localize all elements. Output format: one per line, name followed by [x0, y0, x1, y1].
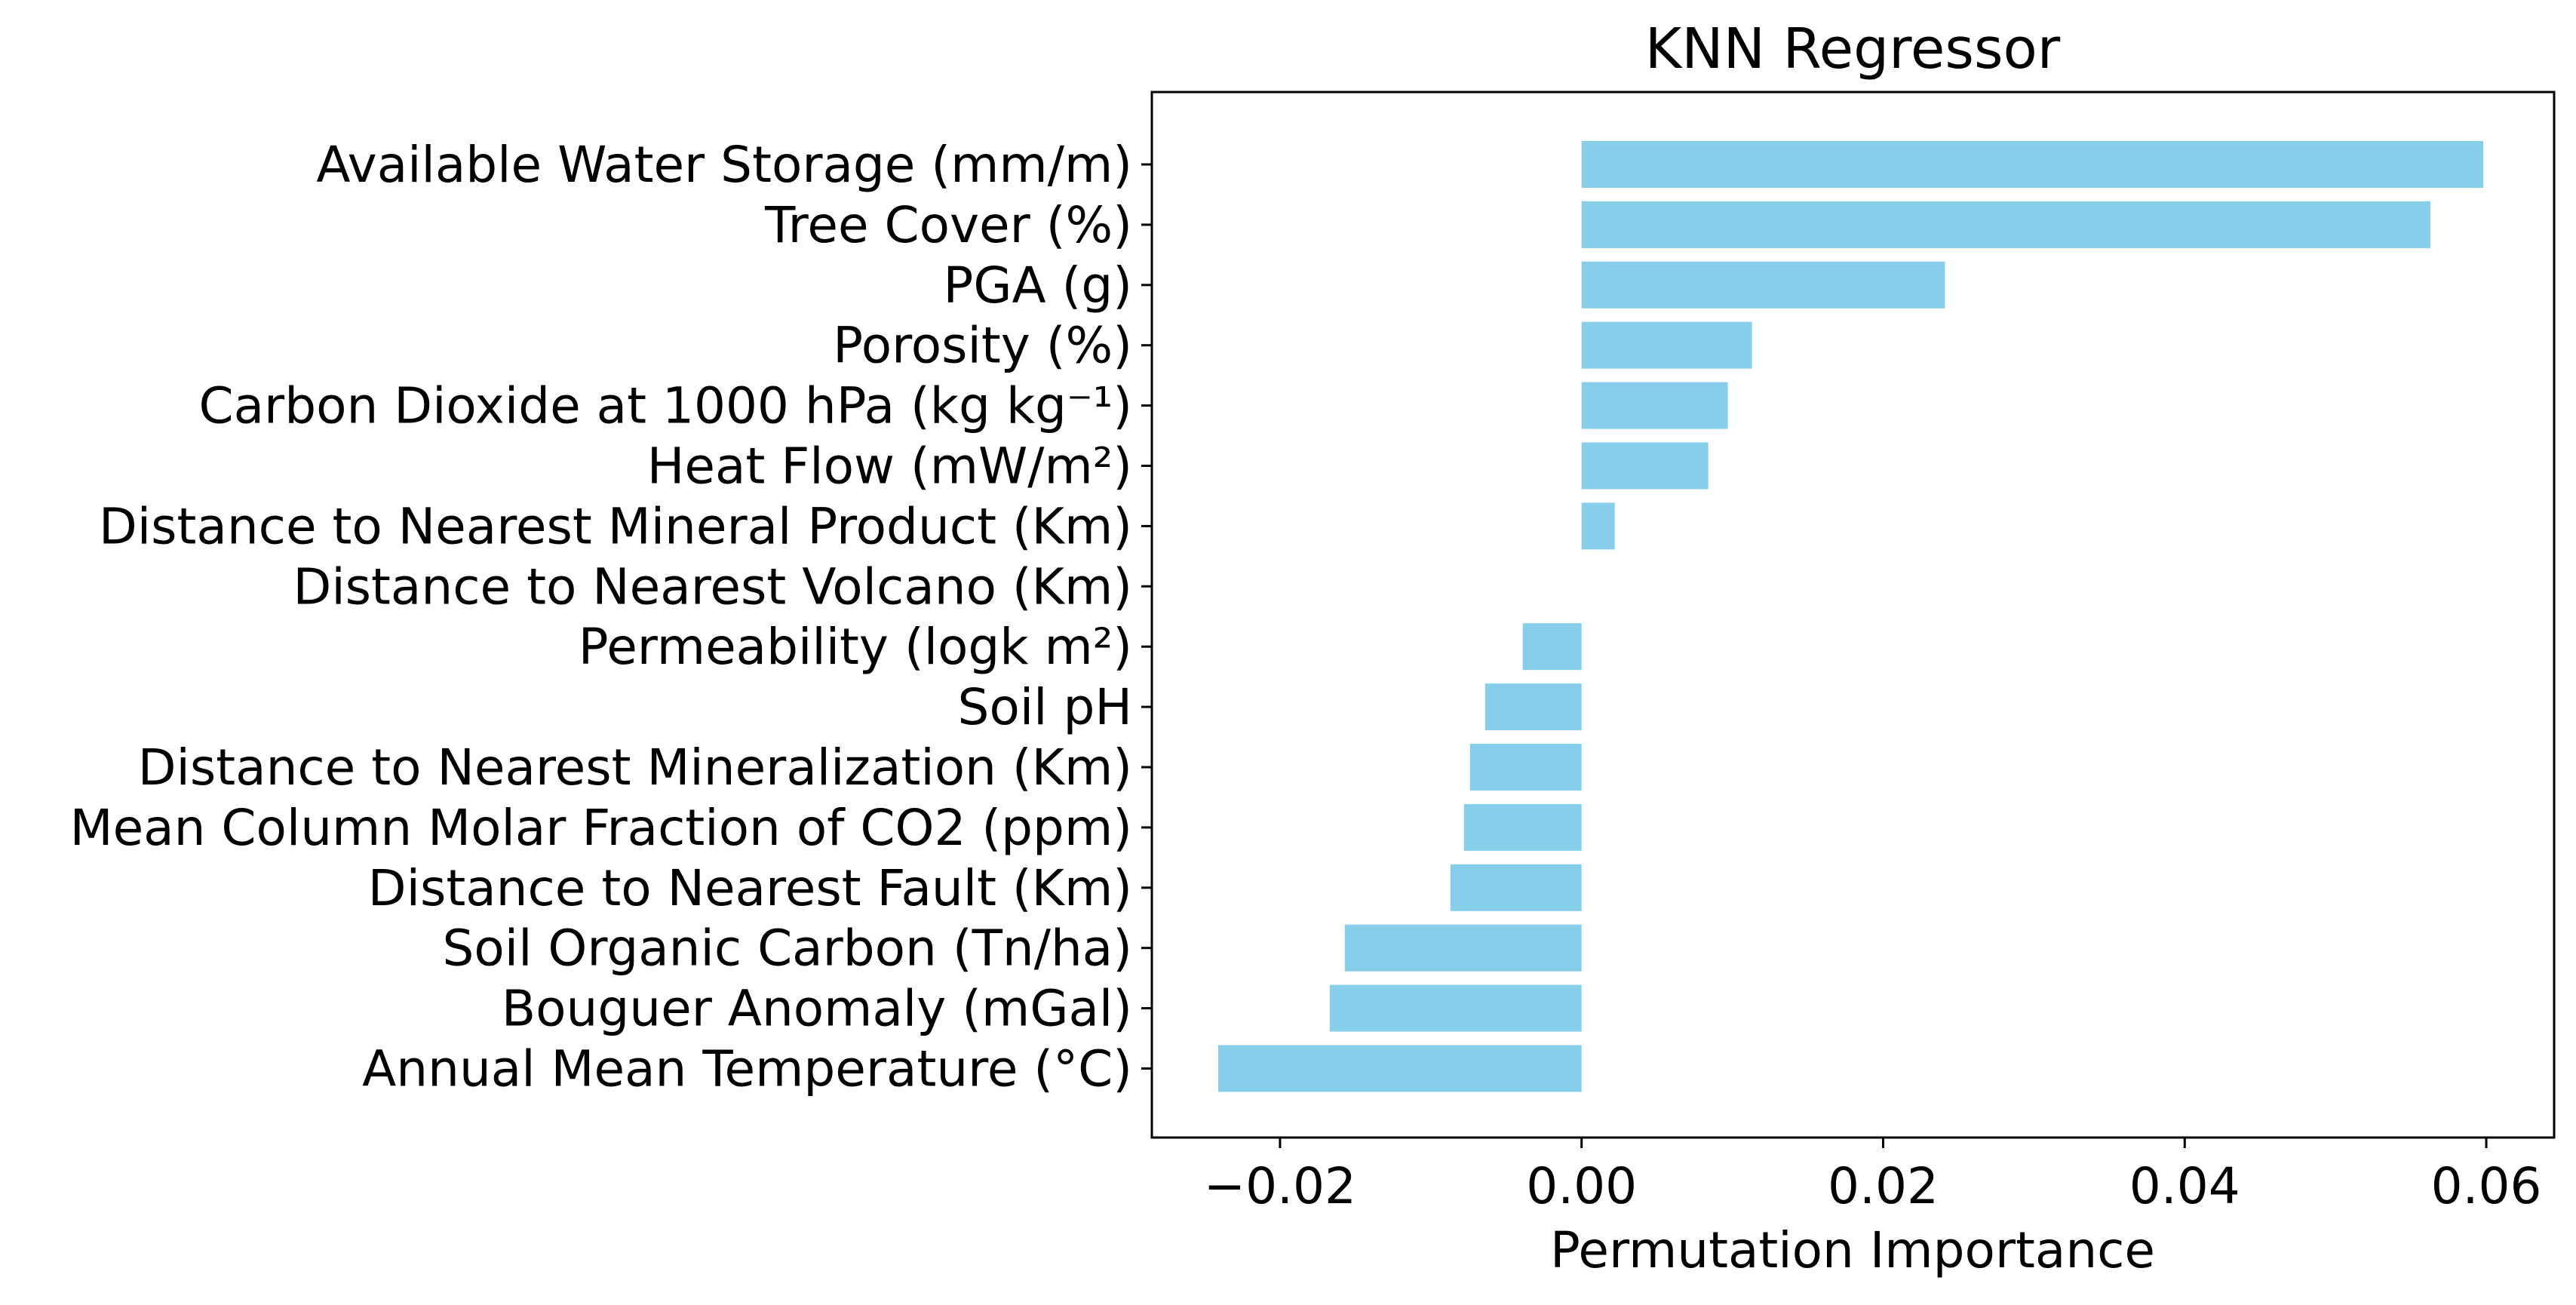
- y-tick-label: Soil Organic Carbon (Tn/ha): [442, 920, 1132, 978]
- y-tick-label: Mean Column Molar Fraction of CO2 (ppm): [70, 799, 1132, 857]
- x-axis-label: Permutation Importance: [1550, 1221, 2155, 1279]
- y-tick-label: Permeability (logk m²): [579, 618, 1132, 676]
- plot-frame: [1150, 91, 2556, 1139]
- x-tick-label: −0.02: [1204, 1157, 1356, 1215]
- y-tick-label: Annual Mean Temperature (°C): [362, 1040, 1132, 1098]
- y-tick-label: Distance to Nearest Fault (Km): [368, 859, 1132, 917]
- y-tick-label: Distance to Nearest Mineral Product (Km): [99, 497, 1132, 555]
- bar: [1329, 984, 1582, 1032]
- y-tick-label: Carbon Dioxide at 1000 hPa (kg kg⁻¹): [199, 377, 1132, 435]
- x-axis-ticks: −0.02 0.00 0.02 0.04 0.06: [1204, 1138, 2542, 1215]
- bar: [1581, 201, 2431, 248]
- x-tick-label: 0.06: [2431, 1157, 2542, 1215]
- y-tick-label: Tree Cover (%): [764, 196, 1132, 254]
- y-tick-label: Soil pH: [958, 678, 1132, 736]
- bar: [1581, 141, 2484, 188]
- y-tick-label: Bouguer Anomaly (mGal): [502, 980, 1132, 1038]
- x-tick-label: 0.02: [1828, 1157, 1939, 1215]
- bar: [1581, 321, 1752, 369]
- bar: [1581, 261, 1945, 309]
- bar: [1450, 864, 1582, 911]
- y-tick-label: Available Water Storage (mm/m): [316, 136, 1132, 194]
- bar: [1344, 924, 1582, 972]
- x-tick-label: 0.04: [2129, 1157, 2240, 1215]
- y-tick-label: Distance to Nearest Mineralization (Km): [138, 738, 1132, 797]
- chart-title: KNN Regressor: [1645, 17, 2061, 81]
- bar: [1581, 442, 1709, 490]
- bar: [1581, 382, 1728, 429]
- y-tick-label: Porosity (%): [833, 317, 1132, 375]
- y-axis-ticks: Available Water Storage (mm/m)Tree Cover…: [70, 136, 1152, 1098]
- bar: [1485, 683, 1582, 731]
- bar: [1469, 744, 1582, 791]
- y-tick-label: Distance to Nearest Volcano (Km): [293, 557, 1133, 616]
- y-tick-label: Heat Flow (mW/m²): [647, 438, 1132, 496]
- bars-layer: [1217, 141, 2484, 1092]
- x-tick-label: 0.00: [1526, 1157, 1637, 1215]
- bar: [1463, 803, 1582, 851]
- bar: [1217, 1045, 1582, 1092]
- bar: [1581, 502, 1615, 550]
- bar: [1522, 623, 1582, 671]
- y-tick-label: PGA (g): [944, 256, 1132, 315]
